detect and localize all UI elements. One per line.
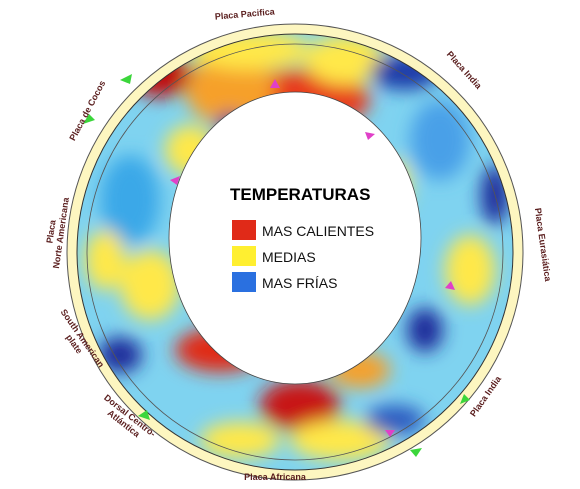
arrows <box>83 74 470 457</box>
label-line: Placa Eurasiática <box>533 207 553 283</box>
core <box>168 91 422 385</box>
legend <box>232 220 256 292</box>
plate-label: Placa Pacifica <box>214 6 276 21</box>
label-line: Placa <box>44 218 57 244</box>
legend-item: MEDIAS <box>262 249 316 265</box>
label-line: Placa Africana <box>244 472 307 482</box>
plate-label: Placa Africana <box>244 472 307 482</box>
plate-label: PlacaNorte Americana <box>41 194 71 269</box>
legend-title: TEMPERATURAS <box>230 185 370 204</box>
plate-label: Placa Eurasiática <box>533 207 553 283</box>
legend-item: MAS CALIENTES <box>262 223 374 239</box>
label-line: Placa Pacifica <box>214 6 276 21</box>
legend-item: MAS FRÍAS <box>262 275 337 291</box>
